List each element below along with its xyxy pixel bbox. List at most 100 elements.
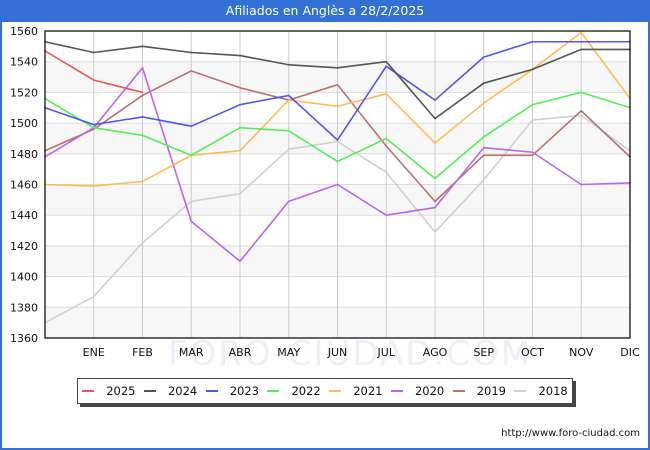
data-point [92, 79, 95, 82]
data-point [580, 91, 583, 94]
data-point [434, 206, 436, 209]
data-point [336, 83, 339, 86]
x-tick-label: OCT [521, 346, 544, 359]
legend-item-2021: 2021 [329, 384, 383, 398]
data-point [531, 154, 534, 157]
y-tick-label: 1560 [10, 25, 38, 38]
y-tick-label: 1540 [10, 56, 38, 69]
data-point [239, 126, 241, 129]
data-point [141, 91, 144, 94]
data-point [531, 103, 534, 106]
data-point [482, 146, 485, 149]
data-point [385, 137, 388, 140]
legend-label: 2020 [414, 384, 445, 398]
data-point [385, 93, 388, 95]
legend-swatch [82, 390, 95, 392]
data-point [141, 66, 144, 69]
x-tick-label: MAY [277, 346, 300, 359]
data-point [141, 134, 144, 137]
data-point [531, 151, 534, 154]
data-point [190, 154, 193, 157]
y-tick-label: 1480 [10, 148, 38, 161]
data-point [92, 126, 95, 129]
x-tick-label: DIC [620, 346, 640, 359]
data-point [385, 214, 388, 217]
legend-swatch [329, 390, 342, 392]
data-point [531, 119, 534, 121]
legend-label: 2024 [167, 384, 198, 398]
x-tick-label: AGO [423, 346, 448, 359]
data-point [482, 56, 485, 58]
legend-label: 2018 [538, 384, 568, 398]
legend-swatch [143, 390, 156, 392]
legend-item-2020: 2020 [390, 384, 445, 398]
legend-swatch [390, 390, 403, 392]
legend-label: 2019 [476, 384, 507, 398]
data-point [190, 125, 193, 128]
data-point [287, 94, 290, 97]
data-point [385, 145, 388, 148]
data-point [580, 183, 583, 186]
data-point [190, 200, 193, 203]
data-point [239, 86, 241, 89]
y-tick-label: 1380 [10, 301, 38, 314]
data-point [336, 160, 339, 163]
legend-item-2022: 2022 [267, 384, 321, 398]
data-point [287, 63, 290, 66]
series-2020 [44, 66, 631, 263]
data-point [434, 142, 436, 144]
data-point [482, 102, 485, 105]
data-point [239, 260, 241, 263]
y-tick-label: 1360 [10, 332, 38, 345]
footer-url[interactable]: http://www.foro-ciudad.com [501, 428, 640, 439]
y-tick-label: 1420 [10, 240, 38, 253]
data-point [482, 154, 485, 157]
legend-swatch [514, 390, 527, 392]
data-point [287, 200, 290, 203]
data-point [287, 148, 290, 151]
data-point [580, 40, 583, 43]
data-point [287, 129, 290, 132]
x-tick-label: ENE [83, 346, 105, 359]
data-point [336, 66, 339, 69]
data-point [141, 94, 144, 97]
data-point [385, 171, 388, 174]
data-point [92, 51, 95, 54]
data-point [190, 70, 193, 72]
legend-item-2018: 2018 [514, 384, 568, 398]
data-point [190, 51, 193, 54]
y-tick-label: 1500 [10, 117, 38, 130]
watermark: FORO-CIUDAD.COM [167, 334, 533, 374]
legend-item-2023: 2023 [205, 384, 259, 398]
data-point [482, 178, 485, 181]
data-point [482, 82, 485, 85]
data-point [580, 48, 583, 51]
data-point [336, 140, 339, 143]
legend-swatch [267, 390, 280, 392]
y-tick-label: 1440 [10, 209, 38, 222]
legend-item-2019: 2019 [452, 384, 507, 398]
data-point [434, 200, 436, 203]
legend-item-2025: 2025 [82, 384, 136, 398]
data-point [239, 54, 241, 57]
data-point [141, 180, 144, 183]
data-point [434, 99, 436, 101]
legend-label: 2021 [353, 384, 383, 398]
data-point [336, 105, 339, 108]
data-point [385, 65, 388, 68]
data-point [92, 185, 95, 187]
legend-swatch [205, 390, 218, 392]
data-point [336, 139, 339, 141]
data-point [141, 45, 144, 48]
legend-label: 2025 [106, 384, 136, 398]
data-point [385, 60, 388, 63]
legend-swatch [452, 390, 465, 392]
data-point [434, 231, 436, 233]
x-tick-label: ABR [229, 346, 252, 359]
data-point [287, 99, 290, 101]
legend: 2025 2024 2023 2022 2021 2020 2019 2018 [77, 378, 573, 404]
data-point [141, 116, 144, 118]
data-point [434, 177, 436, 180]
